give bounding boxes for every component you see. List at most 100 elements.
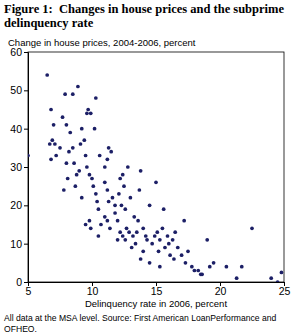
point xyxy=(250,226,254,230)
point xyxy=(225,265,229,269)
point xyxy=(99,223,103,227)
point xyxy=(117,192,121,196)
point xyxy=(148,203,152,207)
y-tick-mark xyxy=(24,129,28,130)
y-tick-mark xyxy=(24,282,28,283)
point xyxy=(190,265,194,269)
point xyxy=(113,211,117,215)
point xyxy=(84,223,88,227)
x-tick: 15 xyxy=(151,282,163,297)
point xyxy=(71,146,75,150)
point xyxy=(97,207,101,211)
point xyxy=(77,169,81,173)
y-axis-line xyxy=(24,53,29,283)
point xyxy=(125,226,129,230)
point xyxy=(93,127,97,131)
point xyxy=(103,215,107,219)
point xyxy=(127,230,131,234)
point xyxy=(65,161,69,165)
x-tick-label: 10 xyxy=(87,285,99,297)
point xyxy=(196,269,200,273)
point xyxy=(121,173,125,177)
point xyxy=(122,184,126,188)
point xyxy=(162,207,166,211)
x-tick-label: 5 xyxy=(26,285,32,297)
point xyxy=(144,234,148,238)
chart: 5101520250102030405060Change in house pr… xyxy=(0,0,298,336)
y-tick: 0 xyxy=(16,276,28,288)
point xyxy=(139,257,143,261)
point xyxy=(94,192,98,196)
point xyxy=(212,261,216,265)
point xyxy=(168,253,172,257)
point xyxy=(85,111,89,115)
point xyxy=(154,180,158,184)
point xyxy=(158,238,162,242)
point xyxy=(28,154,30,158)
point xyxy=(235,276,239,280)
point xyxy=(126,165,130,169)
point xyxy=(120,203,124,207)
point xyxy=(88,173,92,177)
point xyxy=(103,180,107,184)
point xyxy=(116,238,120,242)
point xyxy=(131,234,135,238)
point xyxy=(129,196,133,200)
point xyxy=(107,146,111,150)
chart-title: Figure 1: Changes in house prices and th… xyxy=(4,2,296,30)
point xyxy=(137,188,141,192)
point xyxy=(72,161,76,165)
y-tick-label: 20 xyxy=(10,199,22,211)
y-tick-label: 40 xyxy=(10,123,22,135)
point xyxy=(90,177,94,181)
point xyxy=(136,219,140,223)
points xyxy=(28,73,283,282)
y-tick: 10 xyxy=(10,238,28,250)
point xyxy=(63,92,67,96)
point xyxy=(85,165,89,169)
point xyxy=(141,249,145,253)
point xyxy=(48,142,52,146)
point xyxy=(109,150,113,154)
point xyxy=(176,246,180,250)
point xyxy=(139,169,143,173)
point xyxy=(186,249,190,253)
point xyxy=(172,257,176,261)
point xyxy=(94,96,98,100)
point xyxy=(118,230,122,234)
point xyxy=(58,146,62,150)
point xyxy=(71,92,75,96)
point xyxy=(135,230,139,234)
y-axis: 0102030405060 xyxy=(10,46,28,288)
point xyxy=(173,230,177,234)
point xyxy=(49,157,53,161)
point xyxy=(116,219,120,223)
point xyxy=(161,226,165,230)
point xyxy=(61,115,65,119)
point xyxy=(171,238,175,242)
point xyxy=(200,272,204,276)
point xyxy=(180,253,184,257)
y-tick: 30 xyxy=(10,161,28,173)
x-tick: 5 xyxy=(26,282,32,297)
point xyxy=(123,238,127,242)
point xyxy=(134,242,138,246)
point xyxy=(158,265,162,269)
point xyxy=(84,154,88,158)
x-tick-label: 25 xyxy=(279,285,291,297)
point xyxy=(157,249,161,253)
point xyxy=(97,234,101,238)
point xyxy=(153,234,157,238)
y-tick-mark xyxy=(24,205,28,206)
y-tick-label: 30 xyxy=(10,161,22,173)
y-tick: 50 xyxy=(10,84,28,96)
point xyxy=(141,226,145,230)
point xyxy=(155,230,159,234)
point xyxy=(184,261,188,265)
point xyxy=(145,238,149,242)
point xyxy=(49,108,53,112)
y-tick-mark xyxy=(24,244,28,245)
point xyxy=(280,271,284,275)
x-tick-label: 20 xyxy=(215,285,227,297)
point xyxy=(89,111,93,115)
